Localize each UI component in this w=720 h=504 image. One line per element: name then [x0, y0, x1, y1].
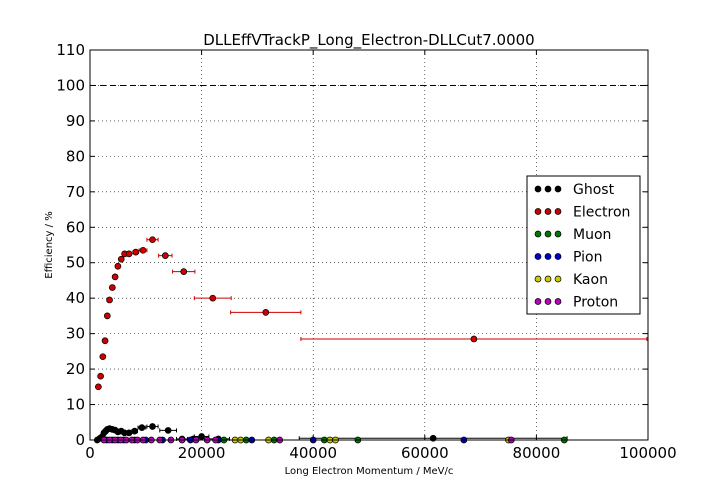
legend-marker — [534, 275, 542, 283]
electron-point — [95, 383, 102, 391]
electron-point — [209, 294, 217, 302]
plot-frame — [89, 49, 649, 441]
legend-marker — [534, 298, 542, 305]
legend-marker — [544, 185, 552, 193]
x-tick-label: 40000 — [289, 444, 337, 462]
y-tick-label: 60 — [66, 218, 85, 236]
y-axis-ticks: 0 10 20 30 40 50 60 70 80 90 100 110 — [56, 41, 648, 449]
legend-label: Kaon — [573, 272, 608, 288]
legend-label: Muon — [573, 227, 611, 243]
legend: Ghost Electron Muon Pion Kaon Proton — [526, 175, 641, 315]
legend-item-electron: Electron — [534, 205, 630, 221]
electron-point — [106, 296, 113, 304]
legend-marker — [554, 230, 562, 238]
y-tick-label: 30 — [66, 325, 85, 343]
chart-title: DLLEffVTrackP_Long_Electron-DLLCut7.0000 — [203, 31, 534, 50]
y-tick-label: 70 — [66, 183, 85, 201]
electron-point — [125, 250, 133, 258]
legend-marker — [534, 230, 542, 238]
legend-marker — [544, 208, 552, 215]
electron-point — [108, 284, 116, 291]
x-tick-label: 0 — [85, 444, 95, 462]
ghost-point — [164, 427, 172, 434]
legend-marker — [554, 275, 562, 283]
legend-item-pion: Pion — [534, 250, 602, 266]
electron-point — [149, 236, 156, 244]
y-tick-label: 0 — [75, 431, 85, 449]
ghost-point — [131, 427, 138, 435]
legend-item-ghost: Ghost — [534, 182, 615, 198]
x-tick-label: 20000 — [178, 444, 226, 462]
electron-point — [97, 372, 104, 380]
legend-item-muon: Muon — [534, 227, 611, 243]
legend-marker — [554, 298, 562, 305]
legend-box — [526, 175, 641, 315]
x-tick-label: 100000 — [619, 444, 676, 462]
electron-point — [470, 335, 478, 343]
electron-point — [114, 262, 122, 270]
legend-label: Proton — [573, 295, 618, 311]
y-tick-label: 90 — [66, 112, 85, 130]
legend-item-kaon: Kaon — [534, 272, 608, 288]
ghost-point — [125, 429, 133, 437]
y-tick-label: 50 — [66, 254, 85, 272]
electron-point — [262, 309, 270, 316]
electron-point — [139, 246, 147, 254]
y-tick-label: 20 — [66, 360, 85, 378]
y-axis-label: Efficiency / % — [44, 211, 55, 278]
x-axis-label: Long Electron Momentum / MeV/c — [285, 466, 454, 477]
legend-marker — [554, 208, 562, 215]
legend-label: Electron — [573, 205, 630, 221]
legend-marker — [544, 275, 552, 283]
electron-point — [180, 268, 188, 275]
legend-marker — [534, 208, 542, 215]
electron-point — [101, 337, 109, 345]
electron-point — [117, 255, 125, 263]
legend-label: Ghost — [573, 182, 615, 198]
legend-marker — [554, 185, 562, 193]
y-tick-label: 110 — [56, 41, 85, 59]
legend-marker — [554, 253, 562, 260]
electron-point — [132, 248, 140, 256]
y-tick-label: 40 — [66, 289, 85, 307]
ghost-point — [149, 423, 156, 430]
x-tick-label: 80000 — [513, 444, 561, 462]
legend-label: Pion — [573, 250, 602, 266]
x-tick-label: 60000 — [401, 444, 449, 462]
electron-point — [99, 353, 107, 361]
ghost-point — [138, 424, 146, 431]
legend-marker — [544, 253, 552, 260]
y-tick-label: 10 — [66, 396, 85, 414]
series-electron — [95, 236, 648, 391]
legend-marker — [544, 230, 552, 238]
legend-marker — [534, 185, 542, 193]
legend-marker — [534, 253, 542, 260]
electron-point — [161, 252, 169, 259]
electron-point — [111, 273, 119, 281]
legend-marker — [544, 298, 552, 305]
electron-point — [103, 312, 111, 320]
x-axis-ticks: 0 20000 40000 60000 80000 100000 — [85, 50, 677, 462]
y-tick-label: 100 — [56, 76, 85, 94]
y-tick-label: 80 — [66, 147, 85, 165]
legend-item-proton: Proton — [534, 295, 618, 311]
